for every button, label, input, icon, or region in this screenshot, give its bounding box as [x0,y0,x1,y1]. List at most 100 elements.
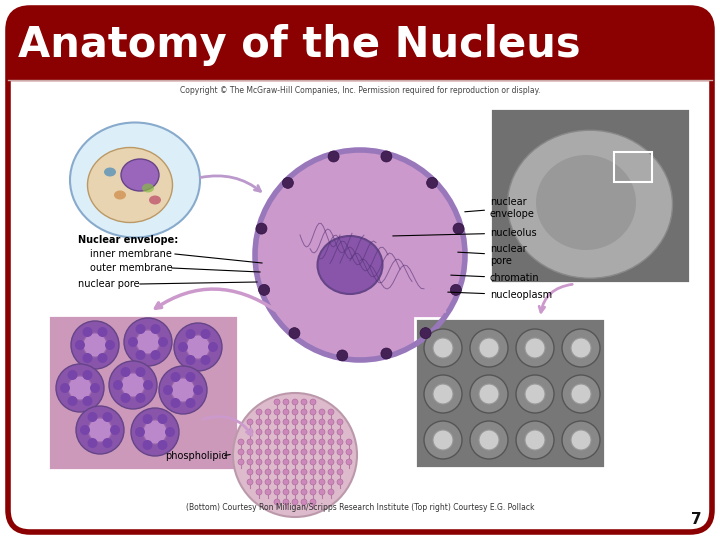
Circle shape [68,370,78,380]
Circle shape [76,406,124,454]
Circle shape [328,479,334,485]
Circle shape [159,366,207,414]
Circle shape [256,489,262,495]
Circle shape [310,399,316,405]
Circle shape [124,318,172,366]
Circle shape [158,414,168,424]
Circle shape [71,321,119,369]
Circle shape [102,438,112,448]
Circle shape [265,419,271,425]
Circle shape [88,412,97,422]
Circle shape [283,429,289,435]
Circle shape [158,440,168,450]
Circle shape [292,489,298,495]
Circle shape [238,439,244,445]
Circle shape [200,355,210,365]
Circle shape [292,449,298,455]
Circle shape [83,353,92,363]
Circle shape [319,409,325,415]
Circle shape [292,469,298,475]
Circle shape [346,449,352,455]
Circle shape [337,439,343,445]
Circle shape [256,419,262,425]
Bar [614,152,652,182]
Circle shape [301,399,307,405]
Text: Anatomy of the Nucleus: Anatomy of the Nucleus [18,24,580,66]
Ellipse shape [536,155,636,250]
Circle shape [171,398,181,408]
Circle shape [571,430,591,450]
Circle shape [337,350,348,361]
Ellipse shape [114,191,126,199]
Ellipse shape [70,123,200,238]
Circle shape [328,459,334,465]
Circle shape [274,399,280,405]
Circle shape [143,380,153,390]
Ellipse shape [318,236,382,294]
Circle shape [424,329,462,367]
Circle shape [200,329,210,339]
Circle shape [433,384,453,404]
Circle shape [265,459,271,465]
Circle shape [274,439,280,445]
Bar [415,318,605,468]
Circle shape [186,372,196,382]
Circle shape [80,425,90,435]
Circle shape [274,419,280,425]
Circle shape [433,338,453,358]
Circle shape [283,409,289,415]
Circle shape [83,396,92,406]
FancyBboxPatch shape [8,8,712,532]
Circle shape [301,489,307,495]
Circle shape [292,419,298,425]
Circle shape [283,479,289,485]
Circle shape [247,479,253,485]
Text: inner membrane: inner membrane [90,249,172,259]
Circle shape [310,419,316,425]
Circle shape [247,439,253,445]
Circle shape [292,499,298,505]
Circle shape [337,459,343,465]
Circle shape [470,375,508,413]
Circle shape [453,223,464,234]
Circle shape [292,459,298,465]
Circle shape [479,384,499,404]
Circle shape [420,328,431,339]
Text: nuclear pore: nuclear pore [78,279,140,289]
Circle shape [88,418,112,442]
Circle shape [274,409,280,415]
Circle shape [143,440,153,450]
Circle shape [193,385,203,395]
Circle shape [283,499,289,505]
Circle shape [289,328,300,339]
Circle shape [328,469,334,475]
Circle shape [301,469,307,475]
Circle shape [256,223,267,234]
Circle shape [256,439,262,445]
Circle shape [186,355,196,365]
Circle shape [158,337,168,347]
Circle shape [56,364,104,412]
Circle shape [301,419,307,425]
Circle shape [274,449,280,455]
Circle shape [328,449,334,455]
Circle shape [319,459,325,465]
Circle shape [310,439,316,445]
Circle shape [274,429,280,435]
Circle shape [337,449,343,455]
Circle shape [516,375,554,413]
Circle shape [274,459,280,465]
Circle shape [110,425,120,435]
Circle shape [310,459,316,465]
Circle shape [120,393,130,403]
Circle shape [135,393,145,403]
Circle shape [143,414,153,424]
Circle shape [301,429,307,435]
Circle shape [247,459,253,465]
Circle shape [238,459,244,465]
Circle shape [328,151,339,162]
Circle shape [256,459,262,465]
Circle shape [102,412,112,422]
Circle shape [328,489,334,495]
Circle shape [301,409,307,415]
